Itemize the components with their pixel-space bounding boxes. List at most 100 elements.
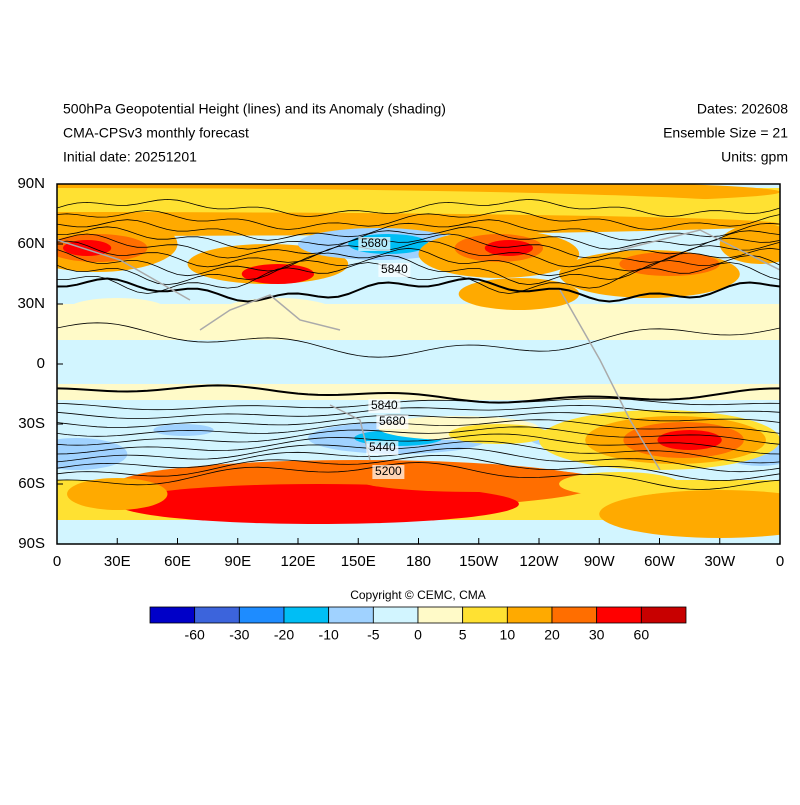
- contour-label-bg: [376, 415, 409, 429]
- units: Units: gpm: [721, 149, 788, 165]
- colorbar-swatch: [640, 606, 687, 624]
- anomaly-area: [358, 468, 600, 492]
- anomaly-area: [117, 484, 519, 524]
- contour-line: [57, 262, 780, 294]
- anomaly-area: [67, 478, 168, 510]
- lon-label: 150E: [341, 553, 376, 570]
- lat-label: 90N: [17, 175, 45, 192]
- contour-line: [57, 419, 780, 437]
- lon-label: 90W: [584, 553, 616, 570]
- band: [57, 304, 780, 340]
- anomaly-area: [153, 424, 214, 436]
- lon-label: 90E: [224, 553, 251, 570]
- contour-line: [57, 397, 780, 411]
- lon-label: 180: [406, 553, 431, 570]
- anomaly-area: [458, 278, 580, 310]
- anomaly-area: [619, 252, 720, 276]
- lon-label: 0: [776, 553, 784, 570]
- colorbar-swatch: [462, 606, 508, 624]
- colorbar-swatch: [194, 606, 240, 624]
- lon-label: 150W: [459, 553, 499, 570]
- contour-label-bg: [378, 263, 411, 277]
- anomaly-area: [67, 298, 168, 322]
- height-contours: 5680 5840 5840 5680 5440 5200: [57, 198, 780, 490]
- contour-label: 5840: [371, 398, 398, 412]
- colorbar-swatch: [551, 606, 598, 624]
- land-outline: [57, 229, 780, 471]
- contour-line: [57, 219, 780, 241]
- anomaly-area: [719, 224, 780, 264]
- anomaly-area: [599, 490, 780, 538]
- colorbar-label: 0: [414, 627, 422, 643]
- anomaly-area: [559, 472, 680, 496]
- contour-line: [57, 322, 780, 358]
- lon-label: 60W: [644, 553, 676, 570]
- contour-line: [57, 426, 780, 446]
- title: 500hPa Geopotential Height (lines) and i…: [63, 101, 446, 117]
- colorbar-swatch: [283, 606, 330, 624]
- lat-label: 30N: [17, 295, 45, 312]
- colorbar: -60 -30 -20 -10 -5 0 5 10 20 30 60: [149, 606, 687, 643]
- axes: 90N 60N 30N 0 30S 60S 90S 0 30E 60E 90E 120E 150E 180…: [17, 175, 784, 570]
- contour-label-bg: [368, 399, 401, 413]
- colorbar-label: 10: [500, 627, 516, 643]
- lon-label: 60E: [164, 553, 191, 570]
- anomaly-area: [657, 430, 722, 450]
- contour-label: 5680: [361, 236, 388, 250]
- contour-line: [57, 440, 780, 464]
- anomaly-area: [484, 240, 533, 256]
- anomaly-area: [63, 240, 112, 256]
- contour-label-bg: [358, 237, 391, 251]
- lon-label: 120E: [280, 553, 315, 570]
- ensemble-size: Ensemble Size = 21: [663, 125, 788, 141]
- contour-label: 5680: [379, 414, 406, 428]
- colorbar-label: -60: [185, 627, 205, 643]
- contour-line: [57, 277, 780, 303]
- anomaly-shading: [57, 184, 780, 544]
- contour-line: [57, 226, 780, 250]
- contour-line: [57, 454, 780, 482]
- contour-label-bg: [372, 465, 405, 479]
- lon-label: 30E: [104, 553, 131, 570]
- contour-line: [57, 247, 780, 277]
- colorbar-label: -30: [229, 627, 249, 643]
- lon-label: 120W: [519, 553, 559, 570]
- contour-line: [57, 433, 780, 455]
- lat-label: 30S: [18, 415, 45, 432]
- contour-line: [57, 404, 780, 420]
- initial-date: Initial date: 20251201: [63, 149, 197, 165]
- contour-label-bg: [366, 441, 399, 455]
- colorbar-swatch: [417, 606, 464, 624]
- colorbar-swatch: [238, 606, 285, 624]
- copyright: Copyright © CEMC, CMA: [350, 588, 486, 602]
- band: [57, 384, 780, 400]
- anomaly-area: [57, 438, 128, 470]
- contour-line: [57, 412, 780, 428]
- colorbar-label: -5: [367, 627, 380, 643]
- contour-label: 5840: [381, 262, 408, 276]
- contour-label: 5440: [369, 440, 396, 454]
- lon-label: 0: [53, 553, 61, 570]
- colorbar-swatch: [596, 606, 642, 624]
- colorbar-label: 20: [544, 627, 560, 643]
- colorbar-swatch: [372, 606, 419, 624]
- colorbar-swatch: [328, 606, 374, 624]
- contour-line: [57, 254, 780, 286]
- colorbar-swatch: [506, 606, 553, 624]
- contour-line: [57, 198, 780, 218]
- lon-label: 30W: [704, 553, 736, 570]
- contour-line: [57, 210, 780, 230]
- contour-label: 5200: [375, 464, 402, 478]
- colorbar-label: 30: [589, 627, 605, 643]
- subtitle: CMA-CPSv3 monthly forecast: [63, 125, 249, 141]
- contour-line: [57, 447, 780, 473]
- colorbar-label: -10: [319, 627, 339, 643]
- colorbar-label: 5: [459, 627, 467, 643]
- lat-label: 90S: [18, 535, 45, 552]
- colorbar-label: -20: [274, 627, 294, 643]
- colorbar-swatch: [149, 606, 196, 624]
- contour-line: [57, 233, 780, 259]
- contour-line: [57, 462, 780, 490]
- contour-line: [57, 384, 780, 404]
